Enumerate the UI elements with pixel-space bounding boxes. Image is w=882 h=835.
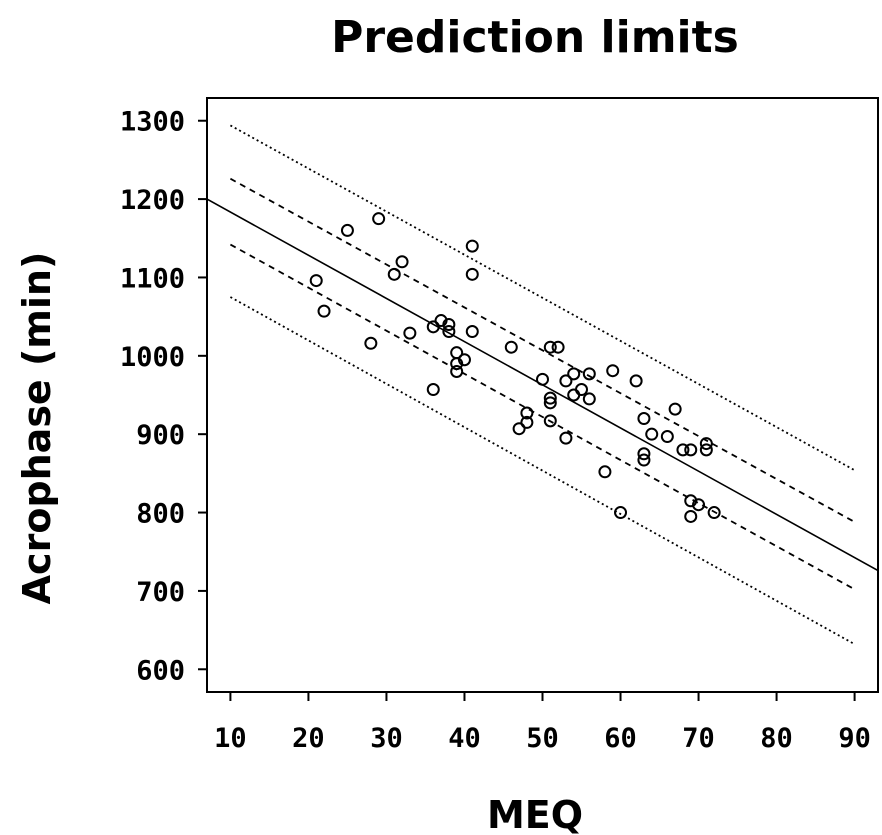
data-point: [340, 223, 354, 237]
data-point: [575, 383, 589, 397]
data-point: [559, 431, 573, 445]
x-tick-label: 60: [604, 723, 637, 754]
y-tick-label: 1000: [120, 342, 185, 373]
data-point: [536, 372, 549, 386]
plot-frame: [206, 97, 879, 693]
plot-area: 10 20 30 40 50 60 70 80 90 600 700 800 900 1000 1100 12…: [120, 97, 879, 754]
data-point: [645, 427, 659, 441]
data-point: [364, 336, 378, 350]
data-point: [317, 304, 331, 318]
data-point: [442, 317, 456, 331]
data-point: [551, 340, 565, 354]
data-point: [309, 274, 323, 288]
x-tick-label: 90: [838, 723, 871, 754]
data-point: [699, 443, 713, 457]
y-tick-label: 1300: [120, 107, 185, 138]
x-tick-label: 20: [292, 723, 325, 754]
data-point: [426, 383, 440, 397]
data-point: [457, 353, 471, 367]
x-tick-label: 40: [448, 723, 481, 754]
data-point: [395, 255, 409, 269]
chart-title: Prediction limits: [331, 12, 739, 63]
data-point: [582, 367, 596, 381]
x-axis-label: MEQ: [487, 793, 583, 835]
data-point: [543, 414, 557, 428]
data-point: [543, 396, 557, 410]
lower-prediction-limit-line: [229, 296, 856, 645]
data-point: [403, 326, 417, 340]
data-point: [660, 430, 674, 444]
x-tick-label: 80: [760, 723, 793, 754]
data-point: [450, 364, 464, 378]
data-point: [567, 388, 581, 402]
data-point: [465, 267, 479, 281]
data-point: [426, 320, 440, 334]
x-tick-label: 50: [526, 723, 559, 754]
upper-confidence-limit-line: [229, 177, 856, 523]
data-point: [668, 402, 682, 416]
data-point: [520, 406, 534, 420]
data-point: [567, 367, 581, 381]
data-point: [504, 340, 518, 354]
lower-confidence-limit-line: [229, 243, 856, 591]
data-point: [465, 239, 479, 253]
data-point: [543, 391, 557, 405]
data-point: [637, 412, 651, 426]
x-tick-label: 70: [682, 723, 715, 754]
data-point: [582, 392, 596, 406]
data-point: [465, 325, 479, 339]
data-point: [559, 374, 573, 388]
y-tick-label: 700: [136, 577, 185, 608]
data-point: [543, 340, 557, 354]
data-point: [676, 443, 690, 457]
data-point: [637, 447, 651, 461]
data-point: [606, 364, 620, 378]
data-point: [512, 422, 526, 436]
x-tick-label: 10: [214, 723, 247, 754]
data-point: [637, 453, 651, 467]
data-point: [692, 498, 706, 512]
y-tick-label: 1100: [120, 263, 185, 294]
data-point: [684, 443, 698, 457]
data-point: [707, 506, 721, 520]
data-point: [684, 509, 698, 523]
data-point: [387, 267, 401, 281]
y-tick-label: 600: [136, 655, 185, 686]
y-tick-label: 1200: [120, 185, 185, 216]
upper-prediction-limit-line: [229, 124, 856, 472]
data-point: [699, 437, 713, 451]
x-tick-label: 30: [370, 723, 403, 754]
data-point: [372, 212, 386, 226]
y-tick-label: 800: [136, 499, 185, 530]
data-point: [520, 415, 534, 429]
y-axis-label: Acrophase (min): [15, 252, 59, 605]
data-point: [598, 465, 612, 479]
data-point: [629, 374, 643, 388]
data-point: [442, 325, 456, 339]
data-point: [614, 506, 628, 520]
y-tick-label: 900: [136, 420, 185, 451]
